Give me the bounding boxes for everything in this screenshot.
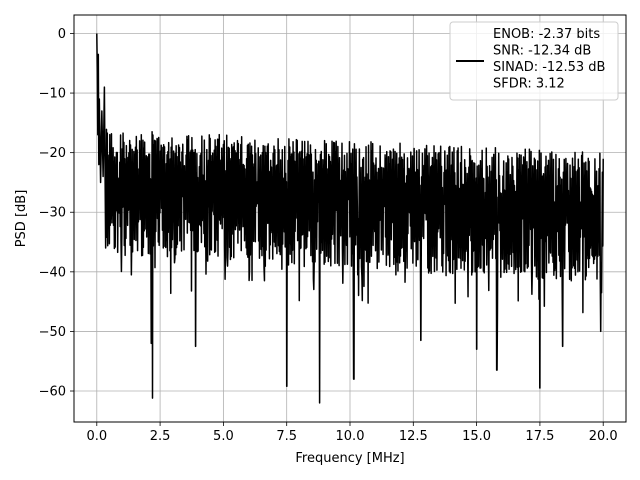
x-tick-label: 20.0	[589, 429, 618, 444]
x-tick-label: 17.5	[525, 429, 554, 444]
data-layer	[96, 33, 604, 404]
legend-entry-sfdr: SFDR: 3.12	[493, 77, 565, 92]
y-tick-label: −30	[39, 206, 66, 221]
x-tick-label: 2.5	[150, 429, 171, 444]
y-axis-label: PSD [dB]	[14, 190, 29, 248]
x-tick-label: 15.0	[462, 429, 491, 444]
y-tick-label: 0	[58, 27, 66, 42]
y-tick-label: −10	[39, 87, 66, 102]
psd-series-line	[96, 33, 604, 404]
x-tick-label: 5.0	[213, 429, 234, 444]
tick-layer: 0.0 2.5 5.0 7.5 10.0 12.5 15.0 17.5 20.0 0 −10 −20 −…	[39, 27, 618, 444]
legend-entry-sinad: SINAD: -12.53 dB	[493, 60, 605, 75]
legend: ENOB: -2.37 bits SNR: -12.34 dB SINAD: -…	[449, 21, 619, 101]
x-tick-label: 7.5	[276, 429, 297, 444]
x-tick-label: 12.5	[399, 429, 428, 444]
y-tick-label: −40	[39, 265, 66, 280]
legend-box	[449, 21, 619, 101]
x-axis-label: Frequency [MHz]	[295, 451, 404, 466]
y-tick-label: −60	[39, 385, 66, 400]
y-tick-label: −20	[39, 146, 66, 161]
x-tick-label: 0.0	[86, 429, 107, 444]
legend-entry-snr: SNR: -12.34 dB	[493, 44, 591, 59]
legend-entry-enob: ENOB: -2.37 bits	[493, 27, 600, 42]
y-tick-label: −50	[39, 325, 66, 340]
x-tick-label: 10.0	[336, 429, 365, 444]
